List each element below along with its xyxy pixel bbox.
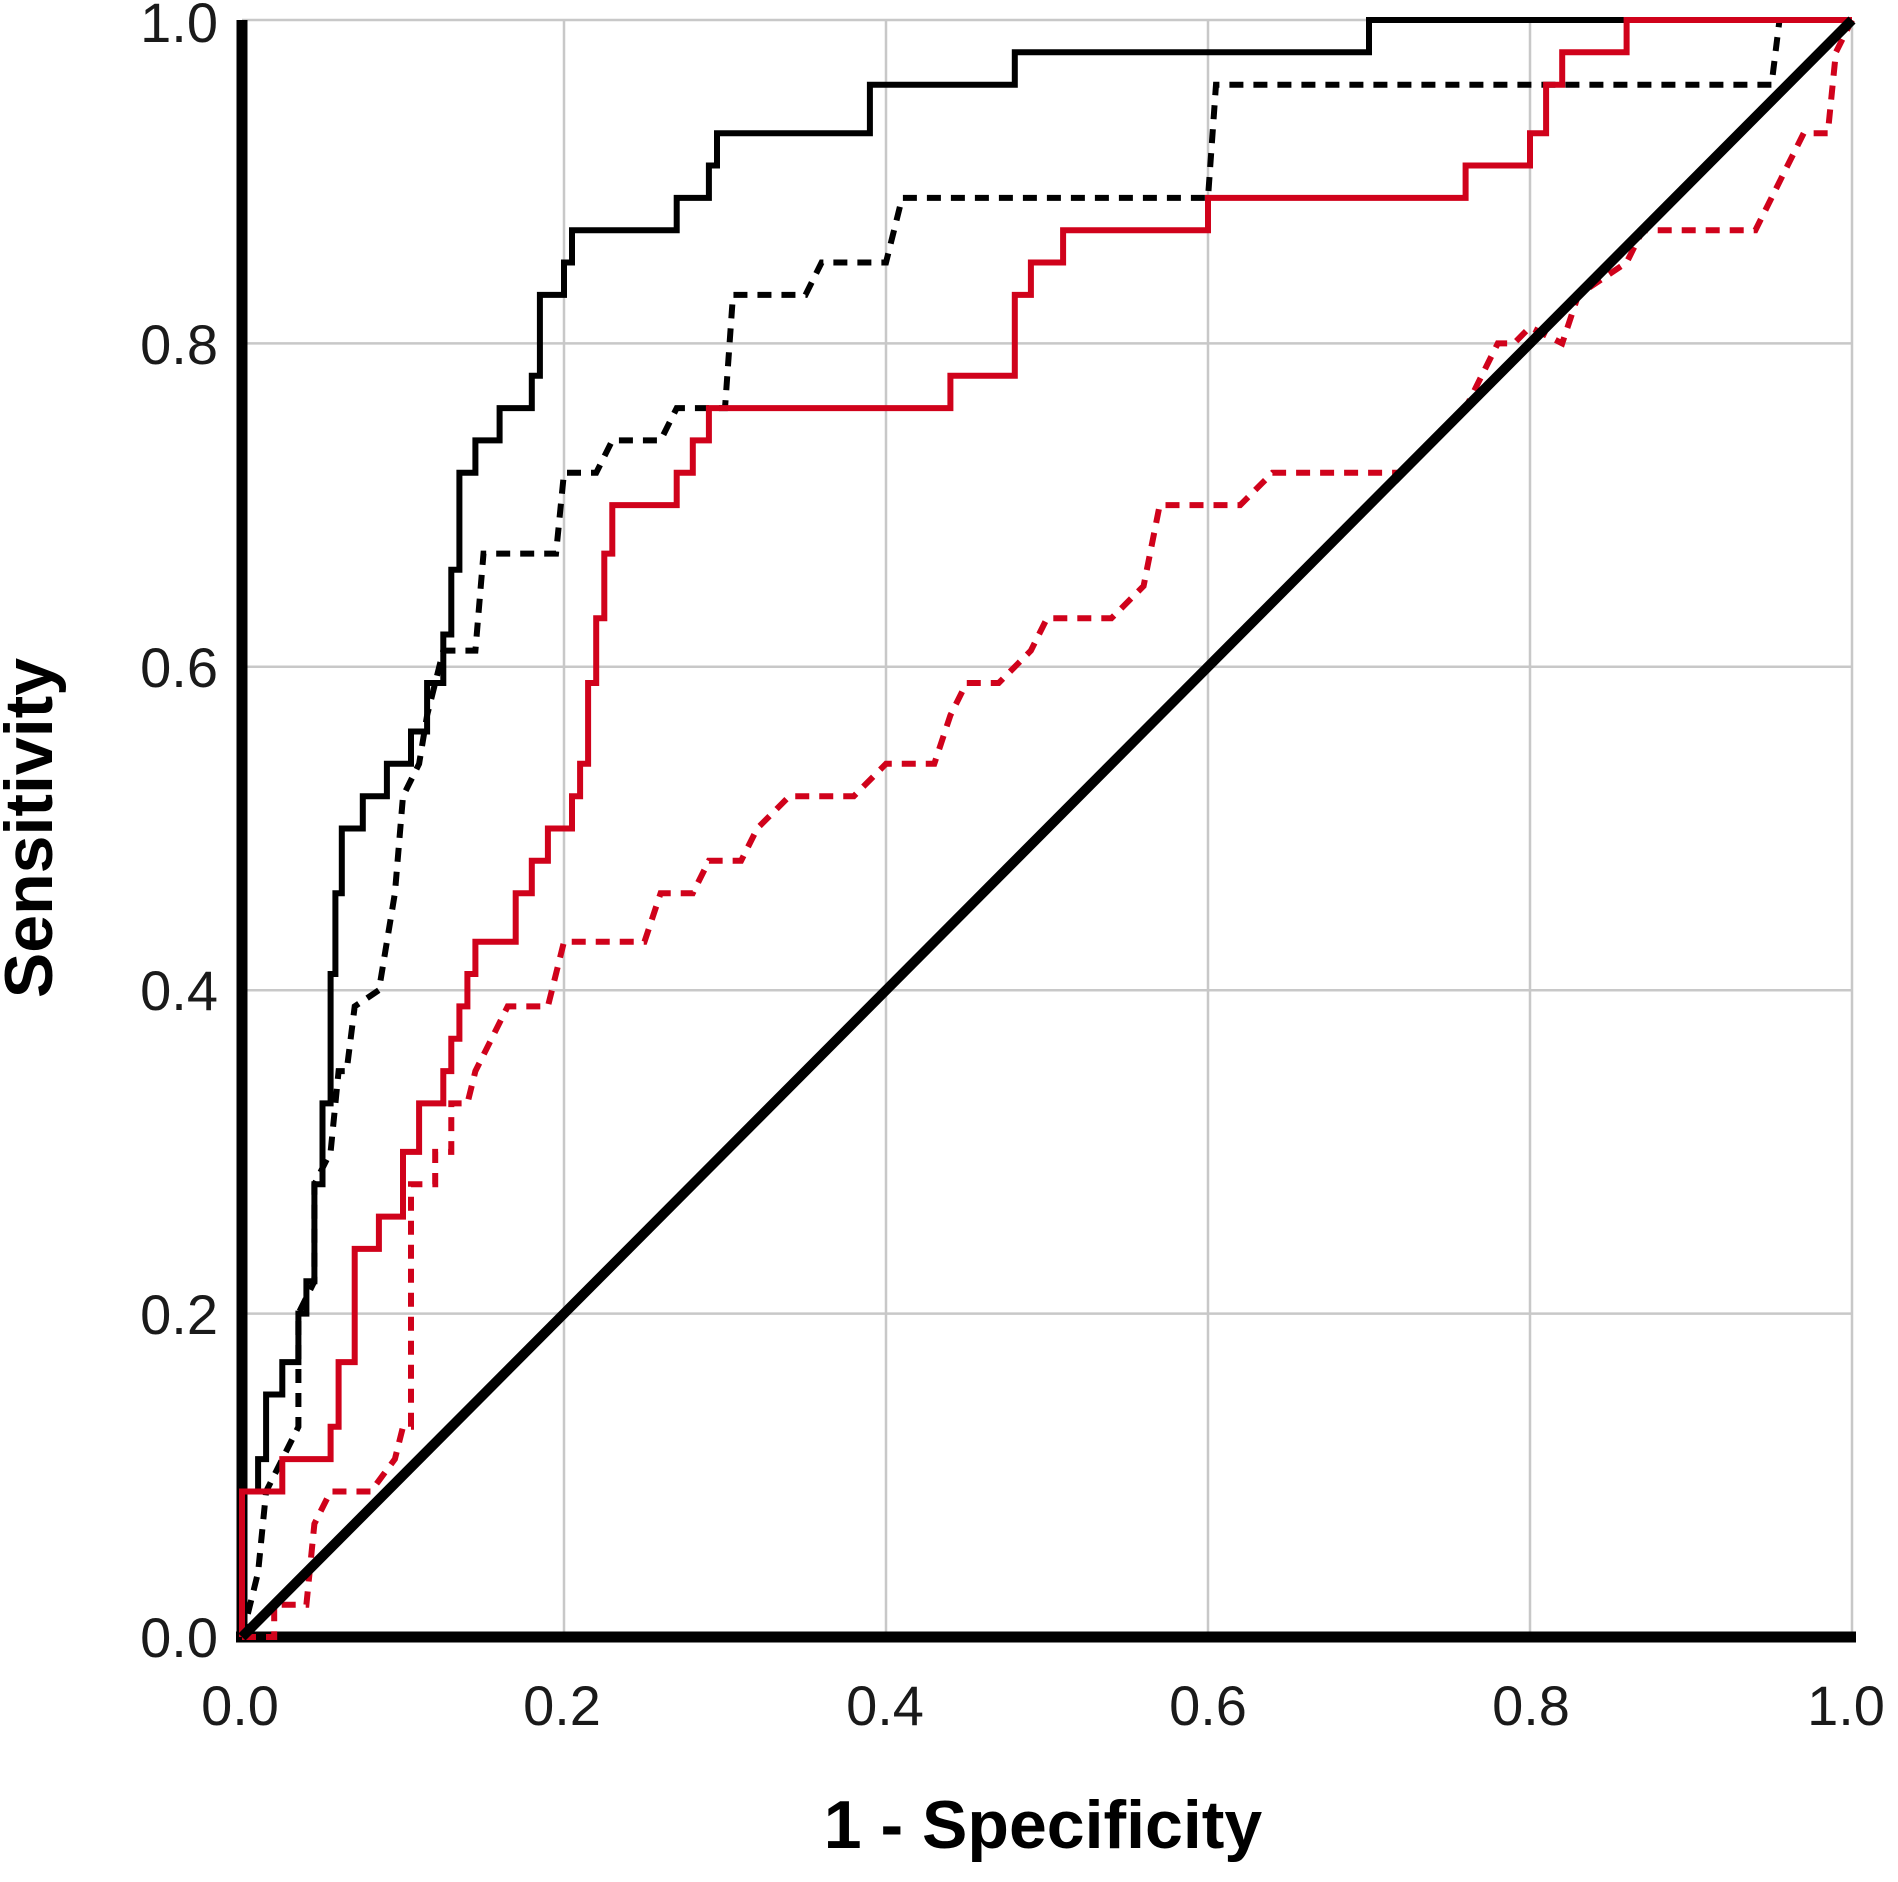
roc-curve-red-solid [239,17,1852,1637]
y-tick-label: 0.6 [140,636,218,699]
x-tick-label: 0.0 [201,1674,279,1737]
x-tick-label: 0.6 [1169,1674,1247,1737]
x-tick-label: 0.8 [1492,1674,1570,1737]
reference-diagonal-line [238,16,1856,1641]
axes [236,20,1856,1643]
y-tick-labels: 0.0 0.2 0.4 0.6 0.8 1.0 [140,0,218,1669]
x-tick-labels: 0.0 0.2 0.4 0.6 0.8 1.0 [201,1674,1885,1737]
y-tick-label: 0.2 [140,1283,218,1346]
y-tick-label: 0.8 [140,313,218,376]
y-axis-title: Sensitivity [0,658,67,998]
roc-curve-red-dashed [242,18,1855,1640]
y-tick-label: 0.4 [140,959,218,1022]
series-group [238,16,1856,1641]
x-tick-label: 0.2 [523,1674,601,1737]
y-tick-label: 0.0 [140,1606,218,1669]
x-tick-label: 1.0 [1807,1674,1885,1737]
y-tick-label: 1.0 [140,0,218,54]
x-axis-title: 1 - Specificity [824,1787,1263,1863]
roc-curve-black-dashed [239,17,1852,1638]
roc-curve-black-solid [239,17,1852,1637]
x-tick-label: 0.4 [846,1674,924,1737]
